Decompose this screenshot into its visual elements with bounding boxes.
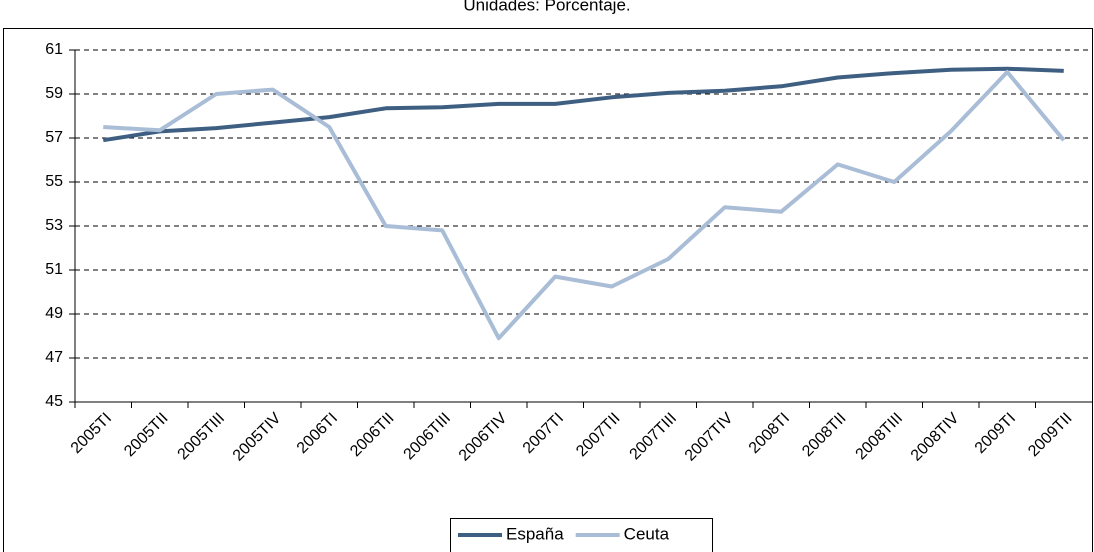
legend-label: España — [506, 524, 564, 543]
x-tick-label: 2008TIV — [908, 410, 963, 465]
y-tick-label: 59 — [45, 85, 63, 102]
y-tick-label: 51 — [45, 261, 63, 278]
line-series — [103, 70, 1066, 341]
x-tick-label: 2006TIII — [401, 410, 455, 464]
x-tick-label: 2006TIV — [456, 410, 511, 465]
chart-title: Unidades: Porcentaje. — [463, 0, 630, 14]
x-tick-label: 2008TIII — [853, 410, 907, 464]
line-series — [102, 66, 1064, 143]
x-tick-label: 2007TI — [520, 410, 567, 457]
y-tick-label: 47 — [45, 349, 63, 366]
x-tick-label: 2006TII — [347, 410, 397, 460]
y-tick-label: 55 — [45, 173, 63, 190]
x-tick-label: 2005TIII — [175, 410, 229, 464]
y-tick-label: 49 — [45, 305, 63, 322]
x-tick-label: 2007TII — [573, 410, 623, 460]
chart-frame — [3, 28, 1093, 552]
y-tick-label: 57 — [45, 129, 63, 146]
x-tick-label: 2005TI — [68, 410, 115, 457]
x-tick-label: 2007TIII — [627, 410, 681, 464]
x-tick-label: 2008TII — [799, 410, 849, 460]
x-tick-label: 2007TIV — [682, 410, 737, 465]
y-tick-label: 45 — [45, 393, 63, 410]
y-tick-label: 61 — [45, 41, 63, 58]
y-tick-label: 53 — [45, 217, 63, 234]
x-tick-label: 2006TI — [294, 410, 341, 457]
x-tick-label: 2005TIV — [230, 410, 285, 465]
x-tick-label: 2009TII — [1025, 410, 1075, 460]
x-tick-label: 2009TI — [972, 410, 1019, 457]
legend-label: Ceuta — [624, 524, 670, 543]
x-tick-label: 2005TII — [121, 410, 171, 460]
x-tick-label: 2008TI — [746, 410, 793, 457]
